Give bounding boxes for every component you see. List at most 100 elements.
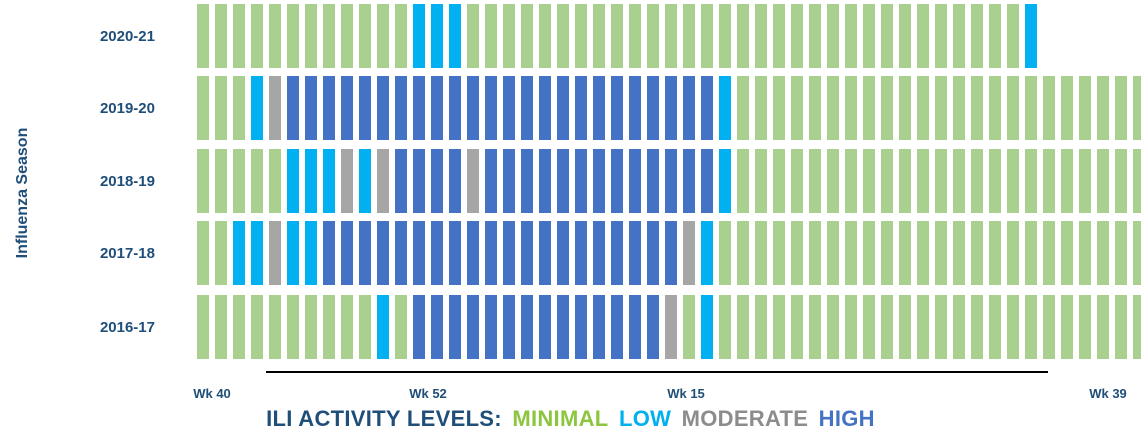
- week-cell-2016-17-5-minimal: [269, 295, 281, 359]
- week-cell-2019-20-31-minimal: [737, 76, 749, 140]
- week-cell-2019-20-29-high: [701, 76, 713, 140]
- week-cell-2018-19-42-minimal: [935, 149, 947, 213]
- week-cell-2018-19-35-minimal: [809, 149, 821, 213]
- season-rows: [197, 4, 1141, 359]
- week-cell-2017-18-17-high: [485, 221, 497, 285]
- week-cell-2020-21-40-minimal: [899, 4, 911, 68]
- week-cell-2016-17-19-high: [521, 295, 533, 359]
- week-cell-2018-19-13-high: [413, 149, 425, 213]
- season-label-2017-18: 2017-18: [100, 245, 155, 262]
- week-cell-2017-18-21-high: [557, 221, 569, 285]
- week-cell-2018-19-31-minimal: [737, 149, 749, 213]
- week-cell-2017-18-6-low: [287, 221, 299, 285]
- x-tick-label-3: Wk 15: [667, 386, 705, 400]
- week-cell-2019-20-53-minimal: [1133, 76, 1141, 140]
- week-cell-2018-19-17-high: [485, 149, 497, 213]
- week-cell-2018-19-20-high: [539, 149, 551, 213]
- week-cell-2016-17-45-minimal: [989, 295, 1001, 359]
- week-cell-2020-21-3-minimal: [233, 4, 245, 68]
- week-cell-2016-17-13-high: [413, 295, 425, 359]
- week-cell-2016-17-17-high: [485, 295, 497, 359]
- week-cell-2020-21-38-minimal: [863, 4, 875, 68]
- week-cell-2020-21-24-minimal: [611, 4, 623, 68]
- week-cell-2019-20-13-high: [413, 76, 425, 140]
- week-cell-2018-19-27-high: [665, 149, 677, 213]
- week-cell-2017-18-45-minimal: [989, 221, 1001, 285]
- week-cell-2018-19-47-minimal: [1025, 149, 1037, 213]
- week-cell-2016-17-21-high: [557, 295, 569, 359]
- week-cell-2019-20-30-low: [719, 76, 731, 140]
- week-cell-2020-21-5-minimal: [269, 4, 281, 68]
- week-cell-2018-19-12-high: [395, 149, 407, 213]
- week-cell-2020-21-25-minimal: [629, 4, 641, 68]
- week-cell-2017-18-36-minimal: [827, 221, 839, 285]
- week-cell-2016-17-43-minimal: [953, 295, 965, 359]
- week-cell-2016-17-29-low: [701, 295, 713, 359]
- legend-prefix: ILI ACTIVITY LEVELS:: [266, 406, 502, 431]
- week-cell-2019-20-49-minimal: [1061, 76, 1073, 140]
- y-axis-title: Influenza Season: [8, 128, 38, 259]
- week-cell-2019-20-22-high: [575, 76, 587, 140]
- week-cell-2019-20-15-high: [449, 76, 461, 140]
- week-cell-2019-20-39-minimal: [881, 76, 893, 140]
- week-cell-2017-18-47-minimal: [1025, 221, 1037, 285]
- week-cell-2016-17-44-minimal: [971, 295, 983, 359]
- week-cell-2017-18-41-minimal: [917, 221, 929, 285]
- week-cell-2020-21-42-minimal: [935, 4, 947, 68]
- week-cell-2017-18-13-high: [413, 221, 425, 285]
- week-cell-2020-21-45-minimal: [989, 4, 1001, 68]
- week-cell-2019-20-21-high: [557, 76, 569, 140]
- week-cell-2016-17-7-minimal: [305, 295, 317, 359]
- season-labels: 2020-21 2019-20 2018-19 2017-18 2016-17: [100, 28, 155, 336]
- week-cell-2016-17-24-high: [611, 295, 623, 359]
- week-cell-2020-21-34-minimal: [791, 4, 803, 68]
- week-cell-2020-21-1-minimal: [197, 4, 209, 68]
- week-cell-2017-18-43-minimal: [953, 221, 965, 285]
- week-cell-2018-19-28-high: [683, 149, 695, 213]
- week-cell-2016-17-52-minimal: [1115, 295, 1127, 359]
- week-cell-2020-21-47-low: [1025, 4, 1037, 68]
- week-cell-2020-21-26-minimal: [647, 4, 659, 68]
- week-cell-2017-18-28-moderate: [683, 221, 695, 285]
- week-cell-2019-20-3-minimal: [233, 76, 245, 140]
- week-cell-2020-21-30-minimal: [719, 4, 731, 68]
- week-cell-2017-18-23-high: [593, 221, 605, 285]
- week-cell-2018-19-7-low: [305, 149, 317, 213]
- week-cell-2020-21-10-minimal: [359, 4, 371, 68]
- week-cell-2019-20-43-minimal: [953, 76, 965, 140]
- week-cell-2017-18-50-minimal: [1079, 221, 1091, 285]
- week-cell-2018-19-25-high: [629, 149, 641, 213]
- week-cell-2016-17-12-minimal: [395, 295, 407, 359]
- season-label-2018-19: 2018-19: [100, 173, 155, 190]
- week-cell-2019-20-37-minimal: [845, 76, 857, 140]
- week-cell-2017-18-34-minimal: [791, 221, 803, 285]
- week-cell-2017-18-53-minimal: [1133, 221, 1141, 285]
- week-cell-2017-18-42-minimal: [935, 221, 947, 285]
- week-cell-2018-19-26-high: [647, 149, 659, 213]
- week-cell-2020-21-36-minimal: [827, 4, 839, 68]
- week-cell-2020-21-28-minimal: [683, 4, 695, 68]
- week-cell-2018-19-41-minimal: [917, 149, 929, 213]
- week-cell-2020-21-43-minimal: [953, 4, 965, 68]
- week-cell-2016-17-27-moderate: [665, 295, 677, 359]
- x-tick-label-1: Wk 40: [193, 386, 231, 400]
- week-cell-2018-19-49-minimal: [1061, 149, 1073, 213]
- week-cell-2019-20-5-moderate: [269, 76, 281, 140]
- week-cell-2018-19-5-minimal: [269, 149, 281, 213]
- week-cell-2016-17-46-minimal: [1007, 295, 1019, 359]
- week-cell-2017-18-32-minimal: [755, 221, 767, 285]
- week-cell-2016-17-1-minimal: [197, 295, 209, 359]
- legend-high: HIGH: [818, 406, 875, 431]
- season-label-2019-20: 2019-20: [100, 100, 155, 117]
- week-cell-2019-20-12-high: [395, 76, 407, 140]
- week-cell-2019-20-1-minimal: [197, 76, 209, 140]
- week-cell-2019-20-19-high: [521, 76, 533, 140]
- week-cell-2019-20-41-minimal: [917, 76, 929, 140]
- week-cell-2020-21-16-minimal: [467, 4, 479, 68]
- week-cell-2020-21-20-minimal: [539, 4, 551, 68]
- week-cell-2019-20-16-high: [467, 76, 479, 140]
- week-cell-2020-21-8-minimal: [323, 4, 335, 68]
- week-cell-2016-17-36-minimal: [827, 295, 839, 359]
- week-cell-2020-21-11-minimal: [377, 4, 389, 68]
- week-cell-2018-19-1-minimal: [197, 149, 209, 213]
